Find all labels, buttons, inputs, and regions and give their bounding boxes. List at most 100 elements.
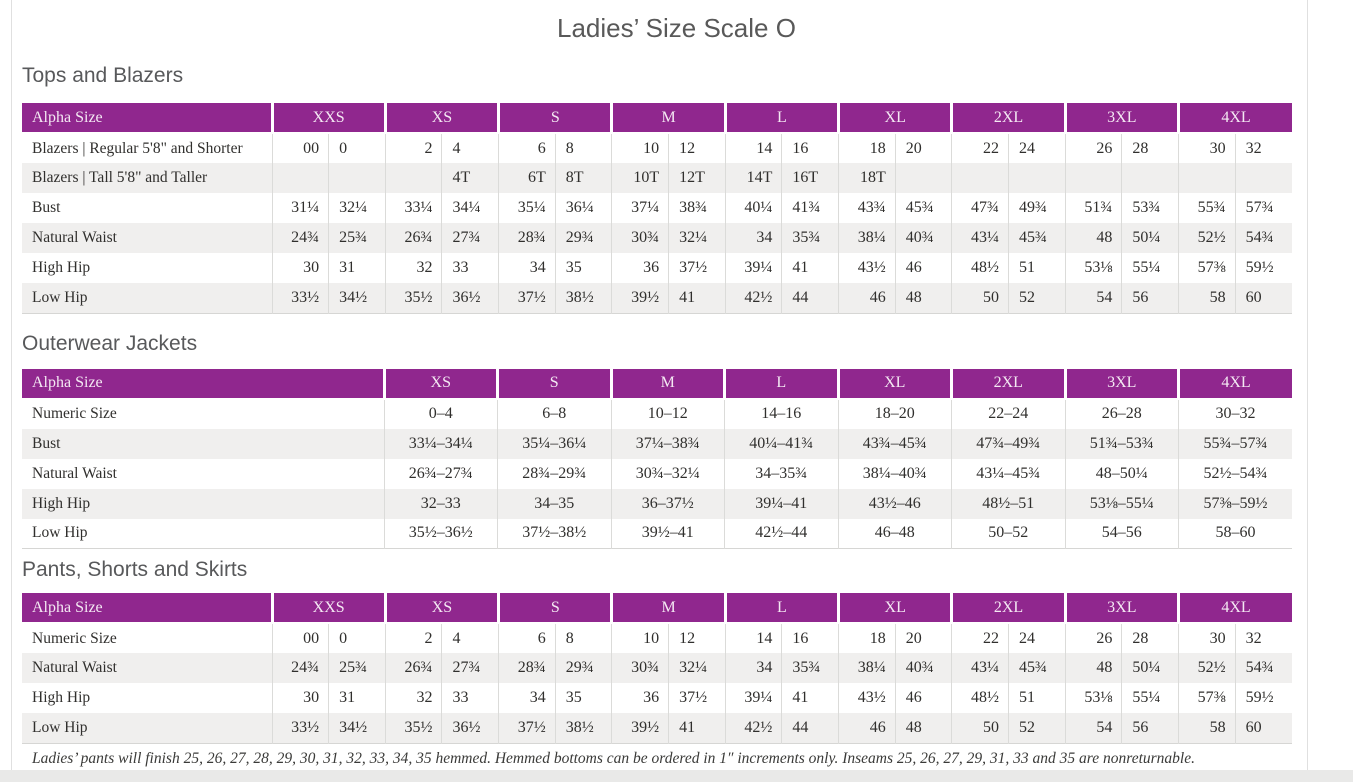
size-cell [951, 163, 1009, 193]
size-cell: 32 [1234, 623, 1292, 653]
size-group-header: S [497, 593, 612, 623]
size-cell: 45¾ [1008, 223, 1066, 253]
page-bottom-strip [0, 770, 1353, 782]
size-cell: 30 [1178, 623, 1236, 653]
size-cell: 8 [554, 623, 612, 653]
size-cell: 55¼ [1121, 253, 1179, 283]
size-cell: 35 [554, 253, 612, 283]
size-cell: 26¾ [384, 653, 442, 683]
size-cell: 14 [724, 133, 782, 163]
table-row: Bust 31¼ 32¼ 33¼ 34¼ 35¼ 36¼ 37¼ 38¾ 40¼ 41¾ 43¾ 45¾… [22, 193, 1292, 223]
size-group-header: 2XL [950, 103, 1066, 133]
size-cell: 6 [498, 133, 556, 163]
size-cell: 42½–44 [724, 518, 838, 549]
size-cell: 46 [894, 253, 952, 283]
size-cell: 38½ [554, 283, 612, 313]
size-cell: 30–32 [1178, 398, 1292, 429]
size-cell: 54¾ [1234, 223, 1292, 253]
table-row: Low Hip 33½ 34½ 35½ 36½ 37½ 38½ 39½ 41 42½ 44 46 48 5… [22, 283, 1292, 313]
size-cell: 43½–46 [837, 488, 952, 519]
size-group-header: XXS [270, 593, 386, 623]
row-label: Numeric Size [32, 629, 117, 647]
size-cell [384, 163, 442, 193]
size-cell: 00 [271, 623, 329, 653]
size-group-header: M [610, 593, 726, 623]
table-row: Numeric Size 0–4 6–8 10–12 14–16 18–20 22–24 26… [22, 398, 1292, 429]
size-cell: 25¾ [328, 223, 386, 253]
table-row: Natural Waist 26¾–27¾ 28¾–29¾ 30¾–32¼ 34–35¾… [22, 458, 1292, 489]
size-cell: 51¾–53¾ [1064, 428, 1179, 459]
size-cell: 41 [668, 283, 726, 313]
tops-and-blazers-table-container: Alpha Size XXS XS S M L XL 2XL 3XL 4XL Blazers | R… [22, 103, 1292, 314]
size-cell: 34½ [328, 713, 386, 743]
size-group-header: 2XL [950, 593, 1066, 623]
size-cell: 50–52 [951, 518, 1065, 549]
size-cell: 58–60 [1178, 518, 1292, 549]
size-cell: 48½–51 [951, 488, 1065, 519]
row-label: Bust [32, 199, 61, 216]
size-cell: 34–35¾ [724, 458, 838, 489]
size-cell: 35 [554, 683, 612, 713]
size-cell: 18–20 [837, 398, 952, 429]
size-cell: 43¼ [951, 223, 1009, 253]
size-cell: 56 [1121, 283, 1179, 313]
size-cell: 49¾ [1008, 193, 1066, 223]
size-cell: 37½ [668, 683, 726, 713]
size-group-header: M [609, 368, 725, 399]
size-cell [328, 163, 386, 193]
size-cell: 50¼ [1121, 223, 1179, 253]
size-cell: 32¼ [328, 193, 386, 223]
row-label: Bust [32, 434, 61, 452]
size-cell: 51 [1008, 253, 1066, 283]
row-label: Natural Waist [32, 659, 117, 676]
size-cell [1178, 163, 1236, 193]
size-group-header: S [496, 368, 611, 399]
size-cell: 52 [1008, 283, 1066, 313]
row-label: Low Hip [32, 288, 88, 306]
size-cell: 34 [498, 683, 556, 713]
size-cell: 8T [554, 163, 612, 193]
row-label: Natural Waist [32, 229, 117, 246]
size-cell: 38¼ [838, 653, 896, 683]
size-cell: 59½ [1234, 683, 1292, 713]
row-label: Natural Waist [32, 464, 117, 482]
size-cell [1008, 163, 1066, 193]
size-cell: 12T [668, 163, 726, 193]
size-cell: 35½–36½ [383, 518, 498, 549]
size-cell: 43¼–45¾ [951, 458, 1065, 489]
size-group-header: 2XL [950, 368, 1065, 399]
size-cell: 39½–41 [610, 518, 725, 549]
size-cell [1064, 163, 1122, 193]
size-group-header: 3XL [1063, 103, 1179, 133]
table-row: High Hip 30 31 32 33 34 35 36 37½ 39¼ 41 43½ 46 48½ 51… [22, 683, 1292, 713]
size-cell: 22 [951, 133, 1009, 163]
size-cell: 30 [271, 253, 329, 283]
row-label: Low Hip [32, 524, 88, 542]
size-cell: 57⅜ [1178, 253, 1236, 283]
size-cell: 53⅛ [1064, 683, 1122, 713]
size-cell: 35½ [384, 713, 442, 743]
alpha-size-header: Alpha Size [22, 103, 272, 133]
size-cell [894, 163, 952, 193]
size-cell: 52½ [1178, 653, 1236, 683]
size-cell: 0 [328, 623, 386, 653]
size-group-header: XS [382, 368, 498, 399]
size-cell: 39½ [611, 283, 669, 313]
size-cell: 24 [1008, 133, 1066, 163]
section-heading-tops-and-blazers: Tops and Blazers [22, 64, 184, 87]
size-cell: 32–33 [383, 488, 498, 519]
size-cell: 43¾ [838, 193, 896, 223]
size-cell: 43½ [838, 253, 896, 283]
size-cell: 22–24 [951, 398, 1065, 429]
size-cell: 57⅜–59½ [1178, 488, 1292, 519]
size-cell: 33¼–34¼ [383, 428, 498, 459]
outerwear-jackets-table-container: Alpha Size XS S M L XL 2XL 3XL 4XL Numeric Size 0–… [22, 368, 1292, 549]
size-cell: 52½–54¾ [1178, 458, 1292, 489]
size-cell: 57⅜ [1178, 683, 1236, 713]
size-cell: 48 [1064, 653, 1122, 683]
size-cell: 48 [894, 283, 952, 313]
row-label: High Hip [32, 259, 91, 276]
size-cell: 34 [724, 653, 782, 683]
size-cell: 47¾–49¾ [951, 428, 1065, 459]
size-cell: 37½ [498, 283, 556, 313]
